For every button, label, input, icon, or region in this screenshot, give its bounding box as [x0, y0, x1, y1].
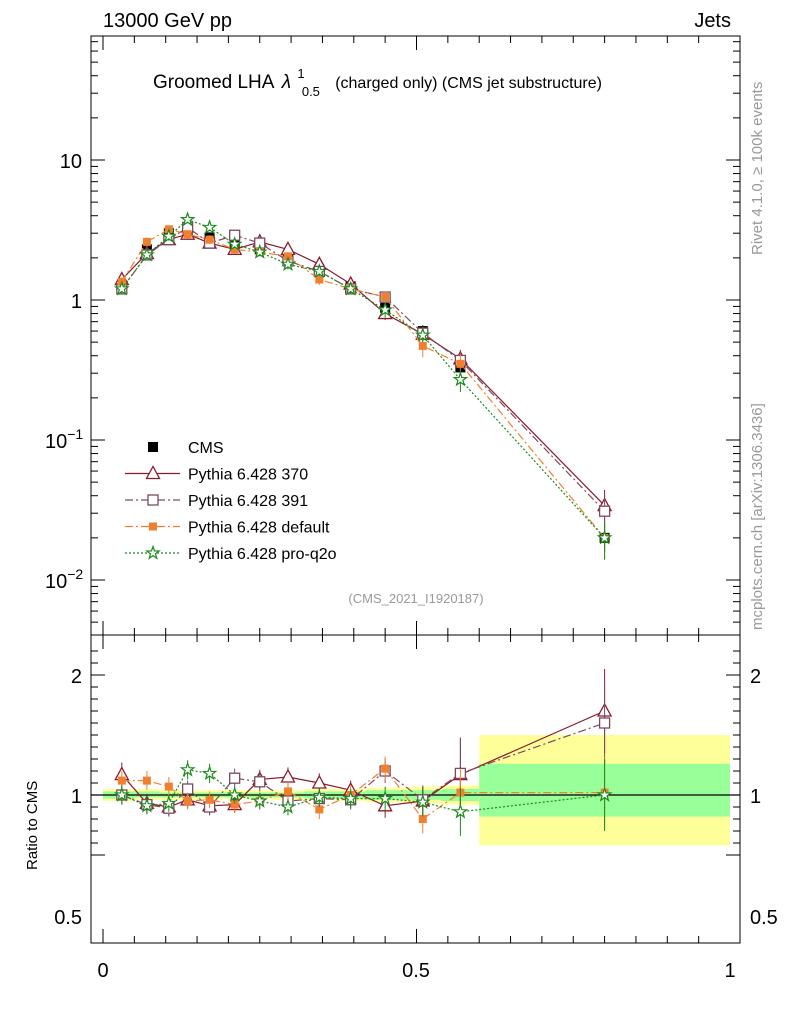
- point-pythia-6-428-default: [418, 341, 427, 350]
- ratio-point-pythia-6-428-pro-q2o: [113, 786, 130, 802]
- ratio-panel-frame: [90, 634, 741, 944]
- ratio-point-pythia-6-428-391: [181, 783, 194, 795]
- point-pythia-6-428-default: [315, 275, 324, 284]
- title-symbol: λ: [281, 72, 291, 93]
- ytick-0.01: 10−2: [45, 566, 83, 593]
- ratio-point-pythia-6-428-370: [280, 768, 296, 783]
- legend-label-pythia-6-428-370: Pythia 6.428 370: [188, 467, 308, 484]
- ratio-point-pythia-6-428-pro-q2o: [377, 790, 394, 806]
- series-line-pythia-6-428-pro-q2o: [121, 218, 606, 539]
- point-pythia-6-428-pro-q2o: [596, 529, 613, 545]
- ratio-point-pythia-6-428-default: [183, 797, 192, 805]
- point-pythia-6-428-pro-q2o: [226, 235, 243, 251]
- point-pythia-6-428-pro-q2o: [311, 263, 328, 279]
- rtick-1: 1: [71, 786, 82, 808]
- ratio-point-pythia-6-428-pro-q2o: [414, 793, 431, 810]
- ytick-10: 10: [60, 151, 82, 173]
- series-line-pythia-6-428-default: [121, 228, 606, 539]
- mcplots-note: mcplots.cern.ch [arXiv:1306.3436]: [749, 403, 766, 630]
- ratio-point-pythia-6-428-pro-q2o: [596, 786, 613, 802]
- point-pythia-6-428-default: [230, 245, 239, 254]
- ratio-point-pythia-6-428-pro-q2o: [138, 797, 155, 813]
- ratio-point-pythia-6-428-default: [381, 764, 390, 773]
- point-pythia-6-428-391: [598, 505, 611, 517]
- title-sup: 1: [297, 66, 304, 81]
- ratio-point-pythia-6-428-pro-q2o: [452, 803, 469, 819]
- ratio-point-pythia-6-428-pro-q2o: [280, 798, 296, 814]
- point-pythia-6-428-default: [381, 293, 390, 302]
- ratio-point-pythia-6-428-391: [229, 772, 241, 784]
- legend-label-pythia-6-428-default: Pythia 6.428 default: [188, 520, 330, 537]
- ratio-point-pythia-6-428-default: [142, 776, 151, 785]
- rtick-0.5: 0.5: [54, 907, 82, 929]
- legend: CMS Pythia 6.428 370 Pythia 6.428 391 Pythi…: [125, 440, 337, 563]
- ratio-point-pythia-6-428-pro-q2o: [179, 761, 196, 777]
- point-pythia-6-428-pro-q2o: [201, 219, 218, 235]
- ratio-panel: [91, 635, 740, 943]
- main-panel: [91, 36, 740, 635]
- point-pythia-6-428-default: [456, 359, 465, 368]
- xtick-0.5: 0.5: [402, 960, 430, 982]
- legend-label-pythia-6-428-391: Pythia 6.428 391: [188, 493, 308, 510]
- point-pythia-6-428-pro-q2o: [414, 326, 431, 342]
- xtick-1: 1: [724, 960, 735, 982]
- title-sub: 0.5: [302, 84, 320, 99]
- analysis-id: (CMS_2021_I1920187): [348, 591, 483, 606]
- ratio-point-pythia-6-428-391: [598, 717, 611, 729]
- ratio-point-pythia-6-428-pro-q2o: [311, 789, 328, 805]
- ratio-ylabel: Ratio to CMS: [24, 781, 41, 870]
- legend-marker-pythia-6-428-391: [147, 494, 159, 506]
- xtick-0: 0: [97, 960, 108, 982]
- ratio-point-pythia-6-428-default: [164, 782, 173, 791]
- ratio-point-pythia-6-428-default: [418, 815, 427, 823]
- legend-marker-pythia-6-428-pro-q2o: [145, 544, 161, 560]
- title-rest: (charged only) (CMS jet substructure): [335, 75, 602, 92]
- ratio-point-pythia-6-428-default: [205, 795, 214, 804]
- point-pythia-6-428-default: [205, 235, 214, 244]
- rtick-2-right: 2: [750, 666, 761, 688]
- point-pythia-6-428-pro-q2o: [452, 371, 469, 387]
- ytick-0.1: 10−1: [45, 426, 83, 453]
- ratio-point-pythia-6-428-391: [254, 776, 266, 788]
- ratio-point-pythia-6-428-default: [315, 805, 324, 814]
- ratio-point-pythia-6-428-default: [117, 776, 126, 785]
- point-pythia-6-428-pro-q2o: [160, 227, 177, 244]
- ratio-point-pythia-6-428-pro-q2o: [342, 790, 359, 806]
- point-pythia-6-428-pro-q2o: [251, 243, 268, 259]
- point-pythia-6-428-pro-q2o: [179, 211, 196, 227]
- header-right: Jets: [694, 10, 731, 32]
- rtick-1-right: 1: [750, 786, 761, 808]
- rtick-0.5-right: 0.5: [750, 907, 778, 929]
- point-pythia-6-428-pro-q2o: [113, 280, 130, 296]
- ratio-point-pythia-6-428-default: [230, 800, 239, 809]
- legend-label-pythia-6-428-pro-q2o: Pythia 6.428 pro-q2o: [188, 546, 337, 563]
- legend-label-cms: CMS: [188, 440, 224, 457]
- ratio-point-pythia-6-428-pro-q2o: [160, 795, 177, 811]
- plot-title: Groomed LHA λ 1 0.5 (charged only) (CMS …: [153, 62, 602, 101]
- point-pythia-6-428-pro-q2o: [138, 246, 155, 262]
- header-left: 13000 GeV pp: [103, 10, 232, 32]
- point-pythia-6-428-default: [183, 230, 192, 239]
- point-pythia-6-428-pro-q2o: [342, 280, 359, 296]
- legend-marker-pythia-6-428-default: [149, 522, 157, 531]
- ratio-point-pythia-6-428-pro-q2o: [201, 765, 218, 781]
- ratio-point-pythia-6-428-pro-q2o: [251, 792, 268, 808]
- point-pythia-6-428-pro-q2o: [280, 255, 296, 271]
- point-pythia-6-428-default: [142, 237, 151, 246]
- legend-marker-cms: [148, 442, 158, 452]
- series-line-pythia-6-428-391: [121, 226, 606, 512]
- legend-marker-pythia-6-428-370: [145, 465, 161, 480]
- rivet-note: Rivet 4.1.0, ≥ 100k events: [749, 82, 766, 255]
- title-main: Groomed LHA: [153, 72, 275, 93]
- rtick-2: 2: [71, 666, 82, 688]
- ratio-point-pythia-6-428-default: [283, 787, 292, 796]
- ratio-line-pythia-6-428-pro-q2o: [121, 769, 605, 813]
- series-line-pythia-6-428-370: [121, 233, 606, 507]
- point-pythia-6-428-pro-q2o: [377, 301, 394, 317]
- ratio-point-pythia-6-428-pro-q2o: [226, 786, 243, 802]
- ytick-1: 1: [71, 291, 82, 313]
